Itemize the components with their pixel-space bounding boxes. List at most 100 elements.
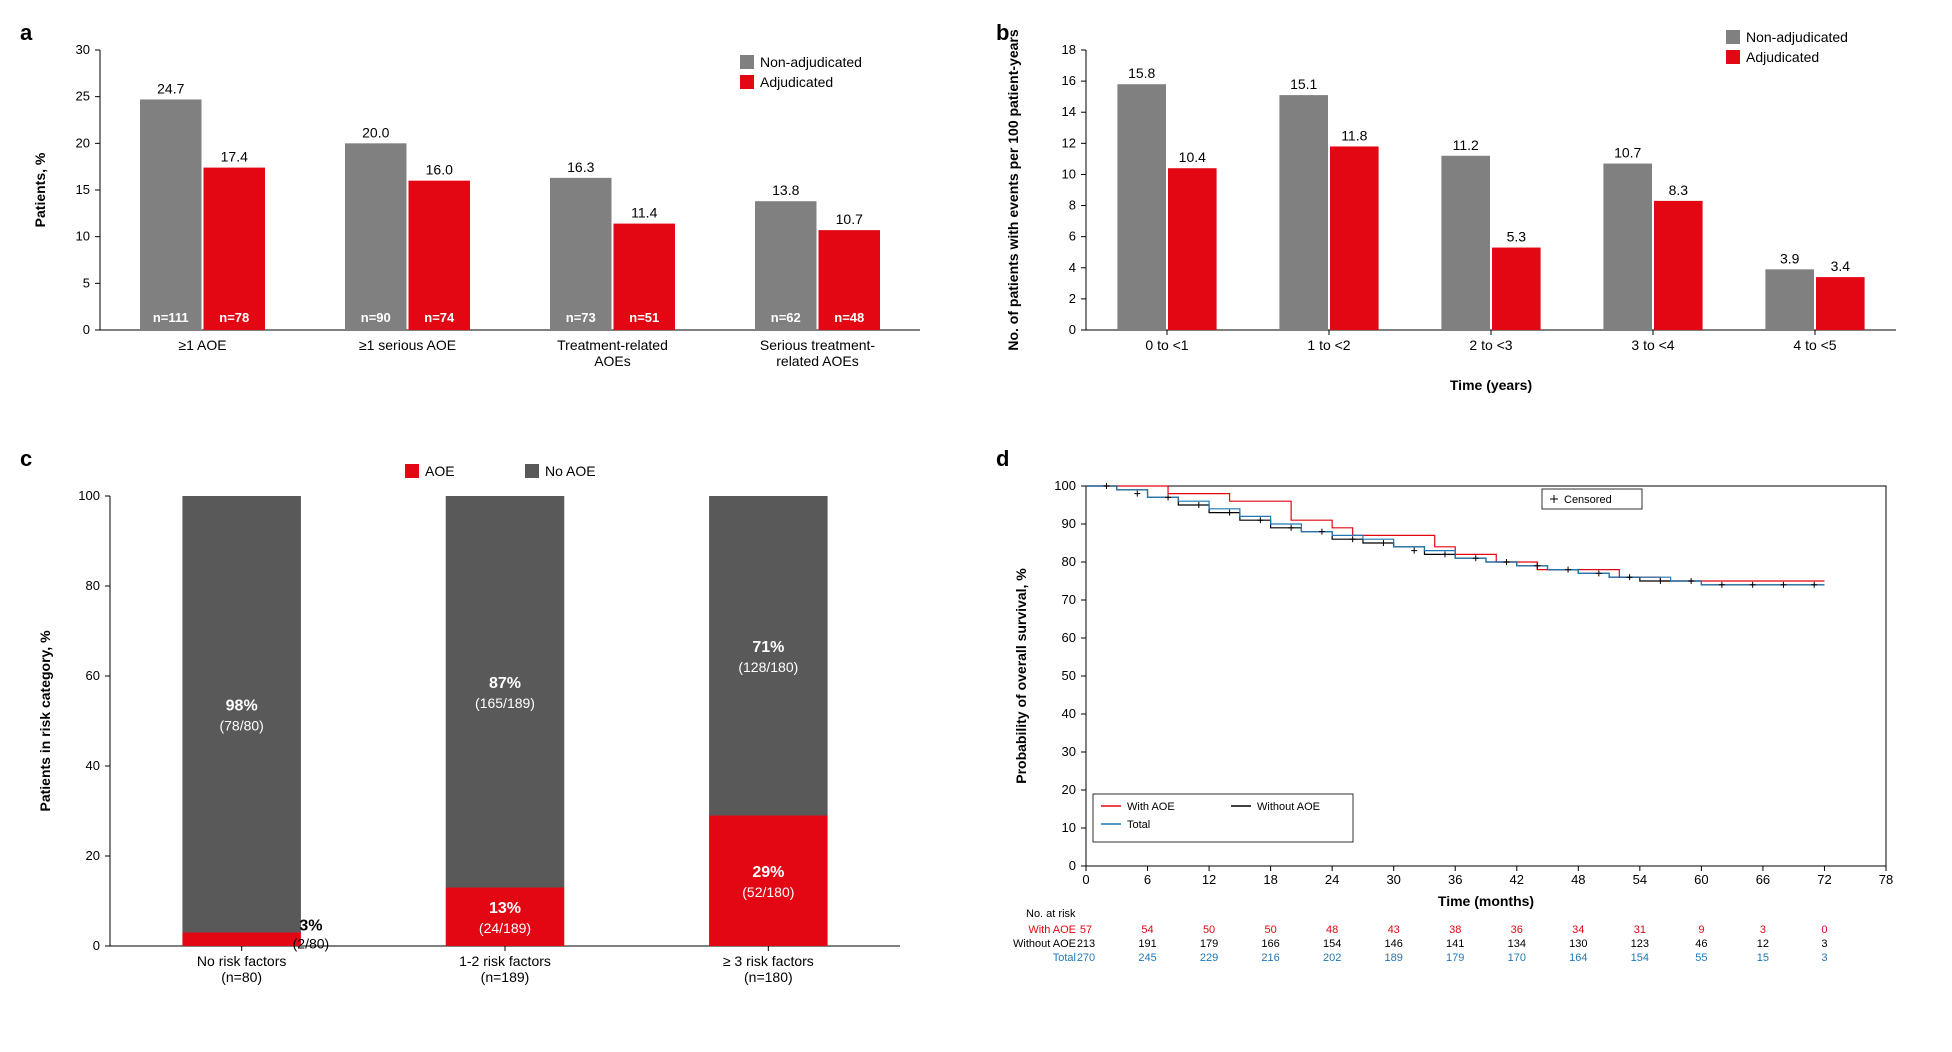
svg-text:(n=180): (n=180): [744, 969, 793, 985]
svg-text:1 to <2: 1 to <2: [1307, 337, 1350, 353]
svg-text:130: 130: [1569, 938, 1587, 950]
svg-text:11.2: 11.2: [1453, 137, 1479, 153]
svg-text:34: 34: [1572, 924, 1584, 936]
svg-text:0: 0: [1082, 872, 1089, 887]
svg-text:13.8: 13.8: [772, 182, 799, 198]
svg-text:No. at risk: No. at risk: [1026, 908, 1076, 920]
svg-text:30: 30: [1062, 744, 1076, 759]
svg-text:≥ 3 risk factors: ≥ 3 risk factors: [723, 953, 814, 969]
svg-text:10: 10: [1062, 820, 1076, 835]
svg-text:10.7: 10.7: [836, 211, 863, 227]
svg-text:36: 36: [1511, 924, 1523, 936]
svg-text:(128/180): (128/180): [738, 659, 798, 675]
svg-text:10.4: 10.4: [1179, 149, 1206, 165]
svg-text:Time (years): Time (years): [1450, 377, 1532, 393]
svg-text:80: 80: [86, 578, 100, 593]
svg-text:18: 18: [1062, 42, 1076, 57]
svg-text:189: 189: [1385, 952, 1403, 964]
svg-text:With AOE: With AOE: [1028, 924, 1076, 936]
svg-text:100: 100: [78, 488, 100, 503]
svg-text:141: 141: [1446, 938, 1464, 950]
svg-text:6: 6: [1069, 229, 1076, 244]
svg-text:15: 15: [1757, 952, 1769, 964]
svg-text:24.7: 24.7: [157, 80, 184, 96]
svg-text:70: 70: [1062, 592, 1076, 607]
svg-text:6: 6: [1144, 872, 1151, 887]
svg-text:Patients in risk category, %: Patients in risk category, %: [37, 630, 53, 812]
svg-text:43: 43: [1388, 924, 1400, 936]
svg-text:134: 134: [1508, 938, 1526, 950]
svg-text:Adjudicated: Adjudicated: [760, 74, 833, 90]
svg-text:n=62: n=62: [771, 310, 801, 325]
svg-text:12: 12: [1062, 135, 1076, 150]
chart-a: 051015202530Patients, %24.7n=11117.4n=78…: [20, 20, 940, 400]
svg-text:(n=189): (n=189): [481, 969, 530, 985]
svg-text:n=51: n=51: [629, 310, 659, 325]
svg-text:2: 2: [1069, 291, 1076, 306]
svg-text:0 to <1: 0 to <1: [1145, 337, 1188, 353]
svg-text:213: 213: [1077, 938, 1095, 950]
svg-text:(24/189): (24/189): [479, 920, 531, 936]
svg-text:5: 5: [83, 275, 90, 290]
svg-text:With AOE: With AOE: [1127, 801, 1175, 813]
svg-text:15.1: 15.1: [1290, 76, 1317, 92]
svg-text:202: 202: [1323, 952, 1341, 964]
svg-text:Probability of overall surviva: Probability of overall survival, %: [1013, 568, 1029, 784]
svg-text:154: 154: [1323, 938, 1341, 950]
svg-text:10: 10: [76, 229, 90, 244]
svg-text:11.4: 11.4: [631, 205, 657, 221]
svg-text:n=48: n=48: [834, 310, 864, 325]
svg-text:57: 57: [1080, 924, 1092, 936]
svg-text:20.0: 20.0: [362, 124, 389, 140]
svg-text:30: 30: [1386, 872, 1400, 887]
svg-text:46: 46: [1695, 938, 1707, 950]
svg-text:100: 100: [1054, 478, 1076, 493]
svg-text:10.7: 10.7: [1614, 145, 1641, 161]
svg-text:n=74: n=74: [424, 310, 455, 325]
svg-text:(78/80): (78/80): [219, 717, 263, 733]
svg-text:Treatment-related: Treatment-related: [557, 337, 668, 353]
svg-text:16: 16: [1062, 73, 1076, 88]
svg-text:n=73: n=73: [566, 310, 596, 325]
panel-c: c 020406080100Patients in risk category,…: [20, 446, 956, 1032]
svg-text:60: 60: [1062, 630, 1076, 645]
svg-text:30: 30: [76, 42, 90, 57]
svg-text:245: 245: [1138, 952, 1156, 964]
svg-text:0: 0: [93, 938, 100, 953]
svg-text:(n=80): (n=80): [221, 969, 262, 985]
svg-text:4: 4: [1069, 260, 1076, 275]
svg-text:n=90: n=90: [361, 310, 391, 325]
svg-text:AOE: AOE: [425, 463, 455, 479]
svg-text:40: 40: [86, 758, 100, 773]
svg-text:166: 166: [1261, 938, 1279, 950]
svg-text:179: 179: [1200, 938, 1218, 950]
svg-text:78: 78: [1879, 872, 1893, 887]
svg-text:50: 50: [1203, 924, 1215, 936]
svg-text:146: 146: [1385, 938, 1403, 950]
svg-text:191: 191: [1138, 938, 1156, 950]
svg-text:18: 18: [1263, 872, 1277, 887]
svg-text:55: 55: [1695, 952, 1707, 964]
svg-text:11.8: 11.8: [1341, 127, 1367, 143]
svg-text:3: 3: [1821, 938, 1827, 950]
svg-text:Total: Total: [1127, 819, 1150, 831]
svg-text:(2/80): (2/80): [293, 936, 330, 952]
svg-text:related AOEs: related AOEs: [776, 353, 859, 369]
svg-text:31: 31: [1634, 924, 1646, 936]
svg-text:48: 48: [1326, 924, 1338, 936]
svg-text:(165/189): (165/189): [475, 695, 535, 711]
svg-text:Without AOE: Without AOE: [1257, 801, 1320, 813]
panel-a: a 051015202530Patients, %24.7n=11117.4n=…: [20, 20, 956, 416]
svg-text:No risk factors: No risk factors: [197, 953, 286, 969]
svg-text:16.0: 16.0: [426, 162, 453, 178]
svg-text:40: 40: [1062, 706, 1076, 721]
svg-text:25: 25: [76, 89, 90, 104]
svg-text:179: 179: [1446, 952, 1464, 964]
svg-text:90: 90: [1062, 516, 1076, 531]
svg-text:50: 50: [1062, 668, 1076, 683]
svg-text:AOEs: AOEs: [594, 353, 631, 369]
svg-text:Adjudicated: Adjudicated: [1746, 49, 1819, 65]
svg-text:60: 60: [1694, 872, 1708, 887]
svg-text:72: 72: [1817, 872, 1831, 887]
svg-text:4 to <5: 4 to <5: [1793, 337, 1836, 353]
